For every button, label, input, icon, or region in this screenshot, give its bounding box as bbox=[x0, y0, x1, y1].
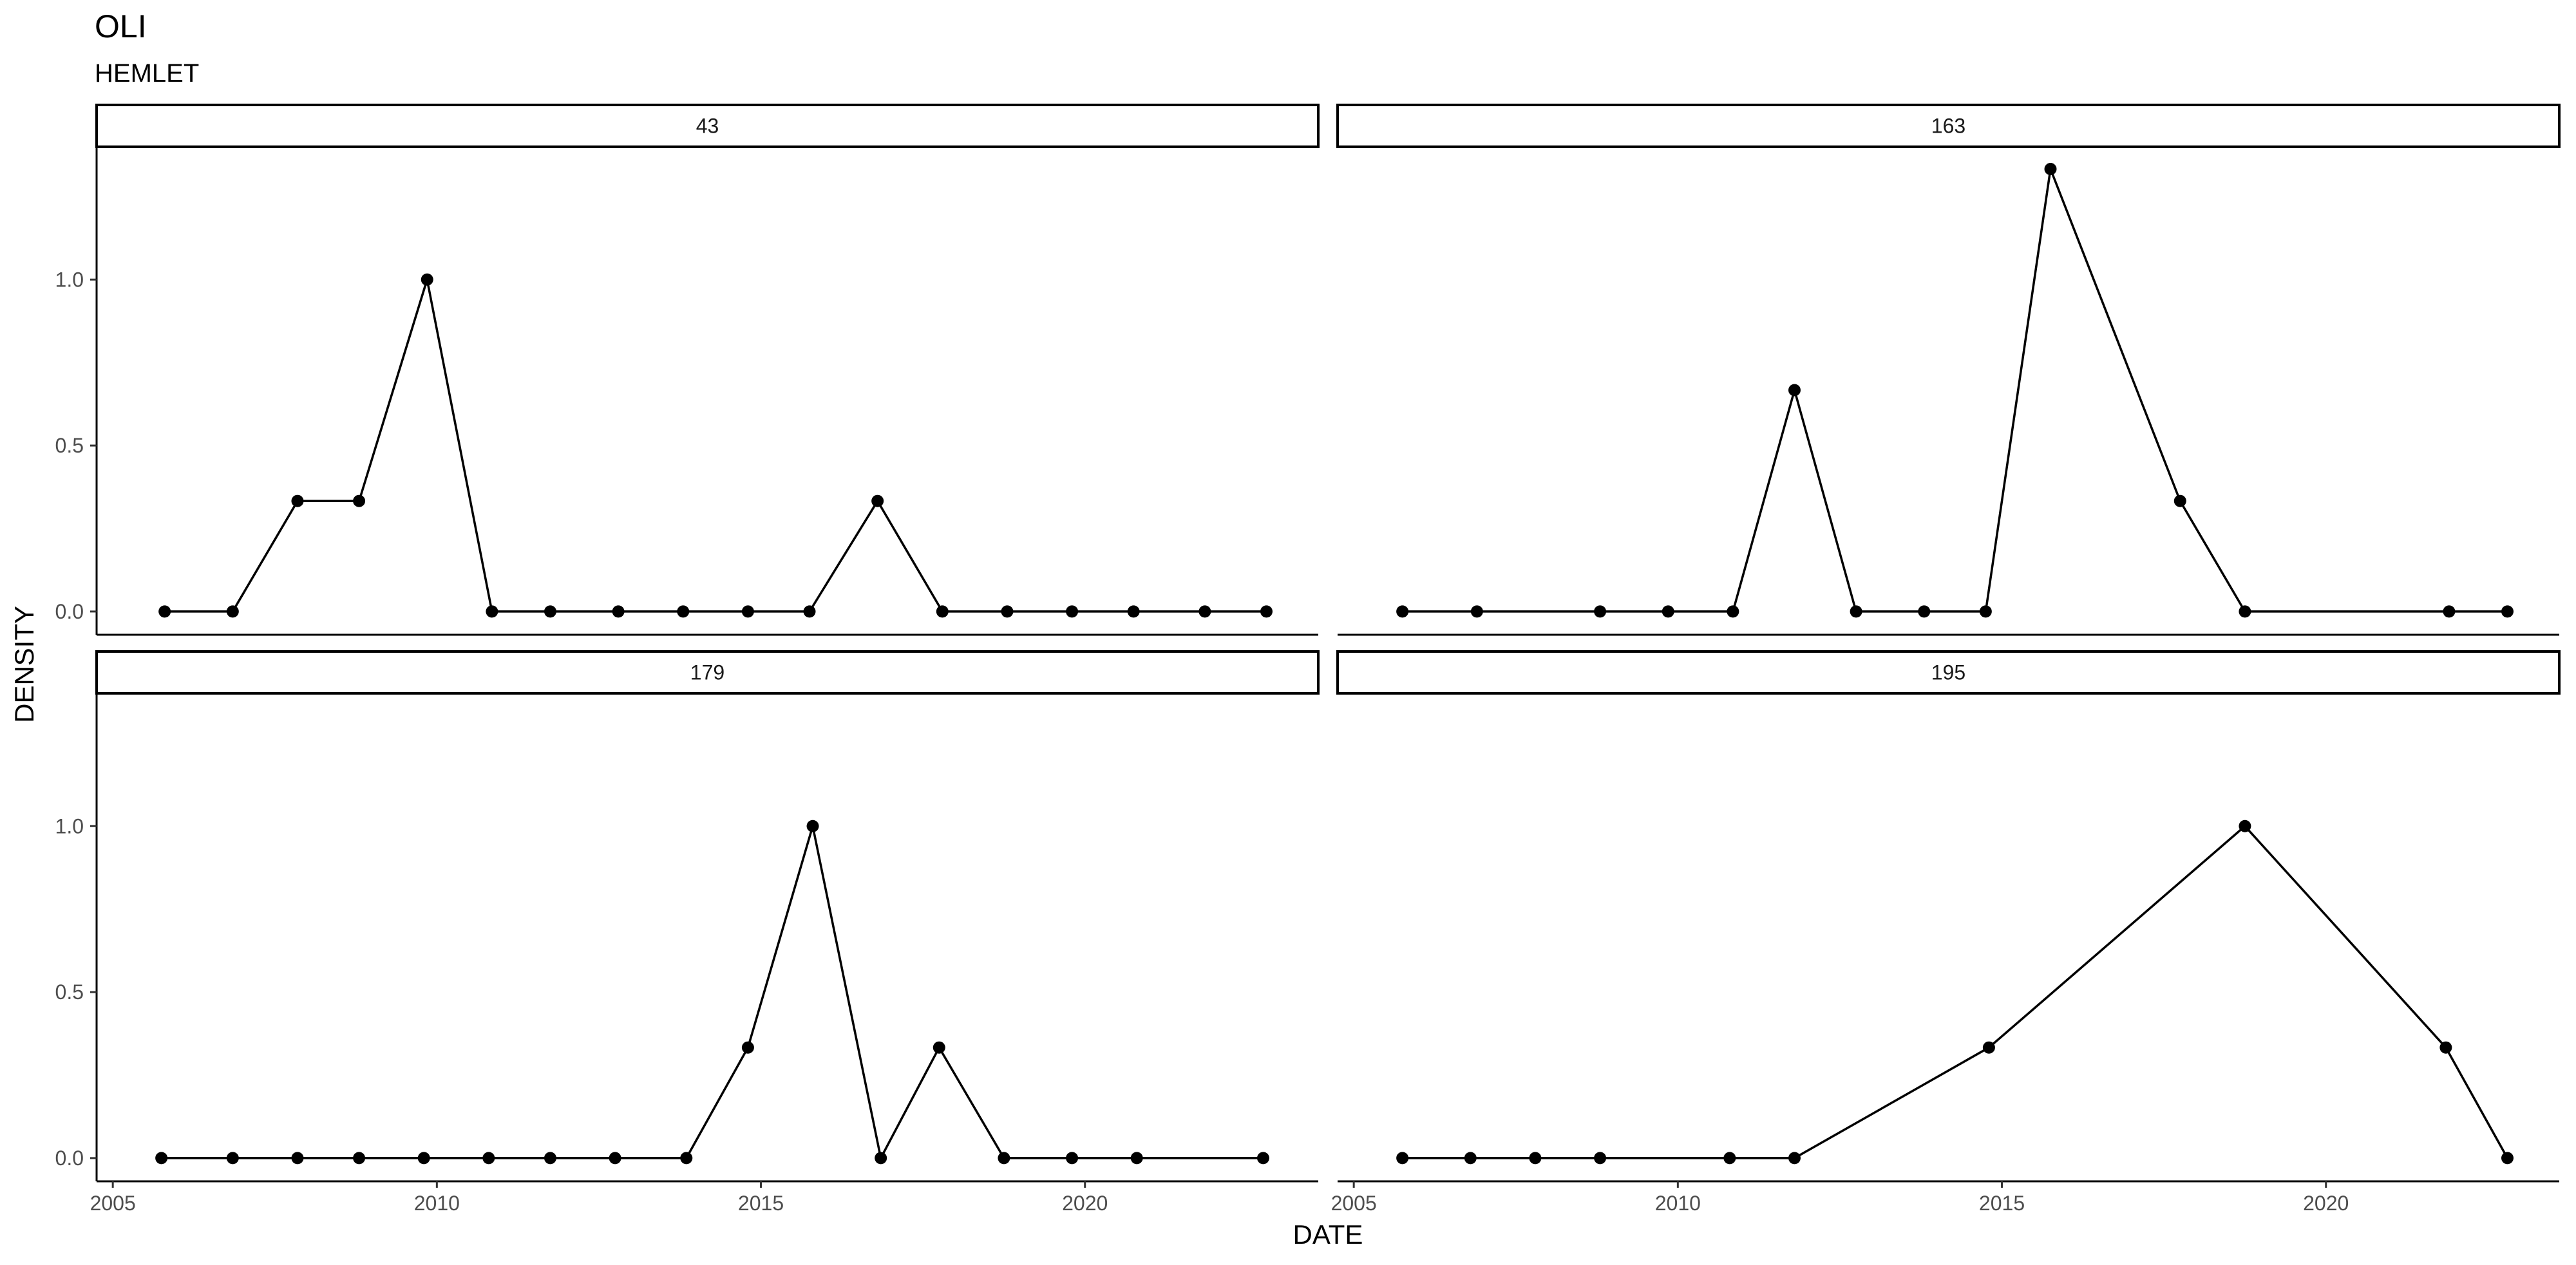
data-point bbox=[291, 1152, 304, 1165]
data-point bbox=[933, 1041, 945, 1054]
facet-strip bbox=[95, 650, 1320, 695]
data-point bbox=[677, 605, 690, 618]
data-point bbox=[544, 605, 556, 618]
data-point bbox=[1256, 1152, 1269, 1165]
data-point bbox=[1979, 605, 1992, 618]
data-point bbox=[1788, 1152, 1801, 1165]
x-tick-label: 2015 bbox=[1979, 1192, 2025, 1215]
data-point bbox=[1723, 1152, 1736, 1165]
data-point bbox=[1260, 605, 1273, 618]
data-point bbox=[544, 1152, 556, 1165]
data-point bbox=[609, 1152, 621, 1165]
data-point bbox=[2239, 820, 2251, 832]
data-point bbox=[998, 1152, 1010, 1165]
y-tick-label: 0.0 bbox=[55, 600, 84, 623]
data-point bbox=[421, 273, 433, 286]
facet-strip bbox=[1336, 104, 2561, 148]
x-tick-label: 2010 bbox=[414, 1192, 460, 1215]
x-axis-title: DATE bbox=[1293, 1219, 1363, 1250]
data-point bbox=[1066, 1152, 1079, 1165]
facet-panel-195: 195 2005 2010 2015 2020 bbox=[1331, 650, 2561, 1215]
data-point bbox=[1594, 605, 1607, 618]
x-tick-label: 2010 bbox=[1655, 1192, 1701, 1215]
data-point bbox=[1127, 605, 1140, 618]
data-point bbox=[1594, 1152, 1607, 1165]
y-axis-title: DENSITY bbox=[9, 606, 39, 723]
data-point bbox=[1850, 605, 1862, 618]
data-point bbox=[1470, 605, 1483, 618]
x-tick-label: 2020 bbox=[1062, 1192, 1108, 1215]
data-point bbox=[806, 820, 819, 832]
data-point bbox=[2501, 1152, 2514, 1165]
data-point bbox=[226, 1152, 239, 1165]
data-point bbox=[1982, 1041, 1995, 1054]
data-point bbox=[1727, 605, 1739, 618]
data-point bbox=[2044, 163, 2057, 176]
series-line bbox=[1402, 167, 2508, 613]
facet-panel-43: 43 0.0 0.5 1.0 bbox=[55, 104, 1320, 636]
facet-panel-163: 163 bbox=[1336, 104, 2561, 636]
data-point bbox=[2174, 494, 2186, 507]
data-point bbox=[875, 1152, 887, 1165]
chart-subtitle: HEMLET bbox=[95, 59, 199, 88]
data-point bbox=[2239, 605, 2251, 618]
facet-strip-label: 179 bbox=[690, 661, 724, 684]
y-tick-label: 0.5 bbox=[55, 434, 84, 457]
data-point bbox=[936, 605, 949, 618]
series-line bbox=[1402, 825, 2509, 1159]
data-point bbox=[1396, 605, 1409, 618]
data-point bbox=[2501, 605, 2514, 618]
data-point bbox=[871, 494, 884, 507]
data-point bbox=[1918, 605, 1931, 618]
data-point bbox=[741, 1041, 754, 1054]
facet-panels: 43 0.0 0.5 1.0 163 179 0.0 0.5 1.0 2005 2010 2015 20… bbox=[55, 104, 2561, 1215]
data-point bbox=[1464, 1152, 1477, 1165]
data-point bbox=[803, 605, 816, 618]
x-tick-label: 2020 bbox=[2303, 1192, 2349, 1215]
chart-title: OLI bbox=[95, 8, 147, 44]
data-point bbox=[353, 494, 366, 507]
facet-strip bbox=[1336, 650, 2561, 695]
data-point bbox=[291, 494, 304, 507]
data-point bbox=[1066, 605, 1079, 618]
data-point bbox=[680, 1152, 693, 1165]
data-point bbox=[1788, 384, 1801, 397]
y-tick-label: 1.0 bbox=[55, 268, 84, 291]
data-point bbox=[2443, 605, 2456, 618]
facet-strip bbox=[95, 104, 1320, 148]
facet-strip-label: 195 bbox=[1931, 661, 1965, 684]
data-point bbox=[1662, 605, 1674, 618]
data-point bbox=[482, 1152, 495, 1165]
data-point bbox=[612, 605, 625, 618]
data-point bbox=[353, 1152, 366, 1165]
data-point bbox=[486, 605, 498, 618]
facet-strip-label: 163 bbox=[1931, 115, 1965, 138]
data-point bbox=[1001, 605, 1014, 618]
x-tick-label: 2015 bbox=[738, 1192, 784, 1215]
series-line bbox=[161, 825, 1264, 1159]
data-point bbox=[155, 1152, 168, 1165]
data-point bbox=[2439, 1041, 2452, 1054]
y-tick-label: 0.0 bbox=[55, 1147, 84, 1170]
y-tick-label: 1.0 bbox=[55, 814, 84, 838]
y-tick-label: 0.5 bbox=[55, 980, 84, 1004]
x-tick-label: 2005 bbox=[90, 1192, 136, 1215]
facet-strip-label: 43 bbox=[696, 115, 719, 138]
data-point bbox=[417, 1152, 430, 1165]
facet-panel-179: 179 0.0 0.5 1.0 2005 2010 2015 2020 bbox=[55, 650, 1320, 1215]
data-point bbox=[1396, 1152, 1409, 1165]
data-point bbox=[158, 605, 171, 618]
x-tick-label: 2005 bbox=[1331, 1192, 1377, 1215]
data-point bbox=[1198, 605, 1211, 618]
data-point bbox=[741, 605, 754, 618]
data-point bbox=[1130, 1152, 1143, 1165]
data-point bbox=[1529, 1152, 1542, 1165]
series-line bbox=[164, 278, 1267, 613]
data-point bbox=[226, 605, 239, 618]
